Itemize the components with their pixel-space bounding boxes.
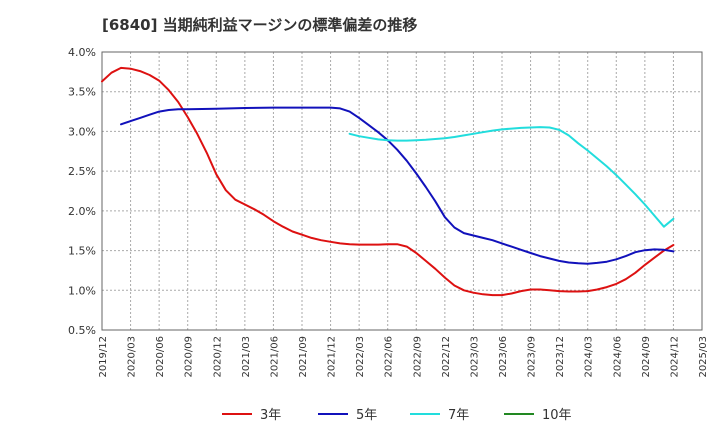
x-tick-label: 2022/09 xyxy=(412,336,423,378)
x-tick-label: 2024/09 xyxy=(641,336,652,378)
x-tick-label: 2024/12 xyxy=(669,336,680,378)
series-line-3年 xyxy=(101,66,675,297)
x-tick-label: 2022/06 xyxy=(384,336,395,378)
x-tick-label: 2020/12 xyxy=(212,336,223,378)
y-tick-label: 1.5% xyxy=(68,245,96,258)
x-tick-label: 2021/06 xyxy=(269,336,280,378)
x-tick-label: 2020/06 xyxy=(155,336,166,378)
x-tick-label: 2023/06 xyxy=(498,336,509,378)
x-tick-label: 2019/12 xyxy=(98,336,109,378)
legend-label: 10年 xyxy=(542,408,572,423)
legend-label: 3年 xyxy=(260,408,281,423)
x-tick-label: 2024/06 xyxy=(612,336,623,378)
y-tick-label: 2.5% xyxy=(68,165,96,178)
legend-label: 5年 xyxy=(356,408,377,423)
y-tick-label: 0.5% xyxy=(68,324,96,337)
y-tick-label: 4.0% xyxy=(68,46,96,59)
x-tick-label: 2023/03 xyxy=(469,336,480,378)
y-tick-label: 3.5% xyxy=(68,86,96,99)
x-tick-label: 2021/09 xyxy=(298,336,309,378)
x-tick-label: 2022/03 xyxy=(355,336,366,378)
x-tick-label: 2023/09 xyxy=(527,336,538,378)
x-tick-label: 2020/09 xyxy=(184,336,195,378)
y-tick-label: 1.0% xyxy=(68,284,96,297)
x-tick-label: 2022/12 xyxy=(441,336,452,378)
x-tick-label: 2025/03 xyxy=(698,336,709,378)
x-tick-label: 2021/03 xyxy=(241,336,252,378)
x-tick-label: 2020/03 xyxy=(127,336,138,378)
plot-frame xyxy=(101,51,703,331)
y-tick-label: 3.0% xyxy=(68,125,96,138)
series-line-7年 xyxy=(348,126,675,228)
y-tick-label: 2.0% xyxy=(68,205,96,218)
x-tick-label: 2024/03 xyxy=(584,336,595,378)
x-tick-label: 2021/12 xyxy=(327,336,338,378)
chart-title: [6840] 当期純利益マージンの標準偏差の推移 xyxy=(102,16,418,34)
series-line-5年 xyxy=(120,106,675,265)
legend-label: 7年 xyxy=(448,408,469,423)
x-tick-label: 2023/12 xyxy=(555,336,566,378)
